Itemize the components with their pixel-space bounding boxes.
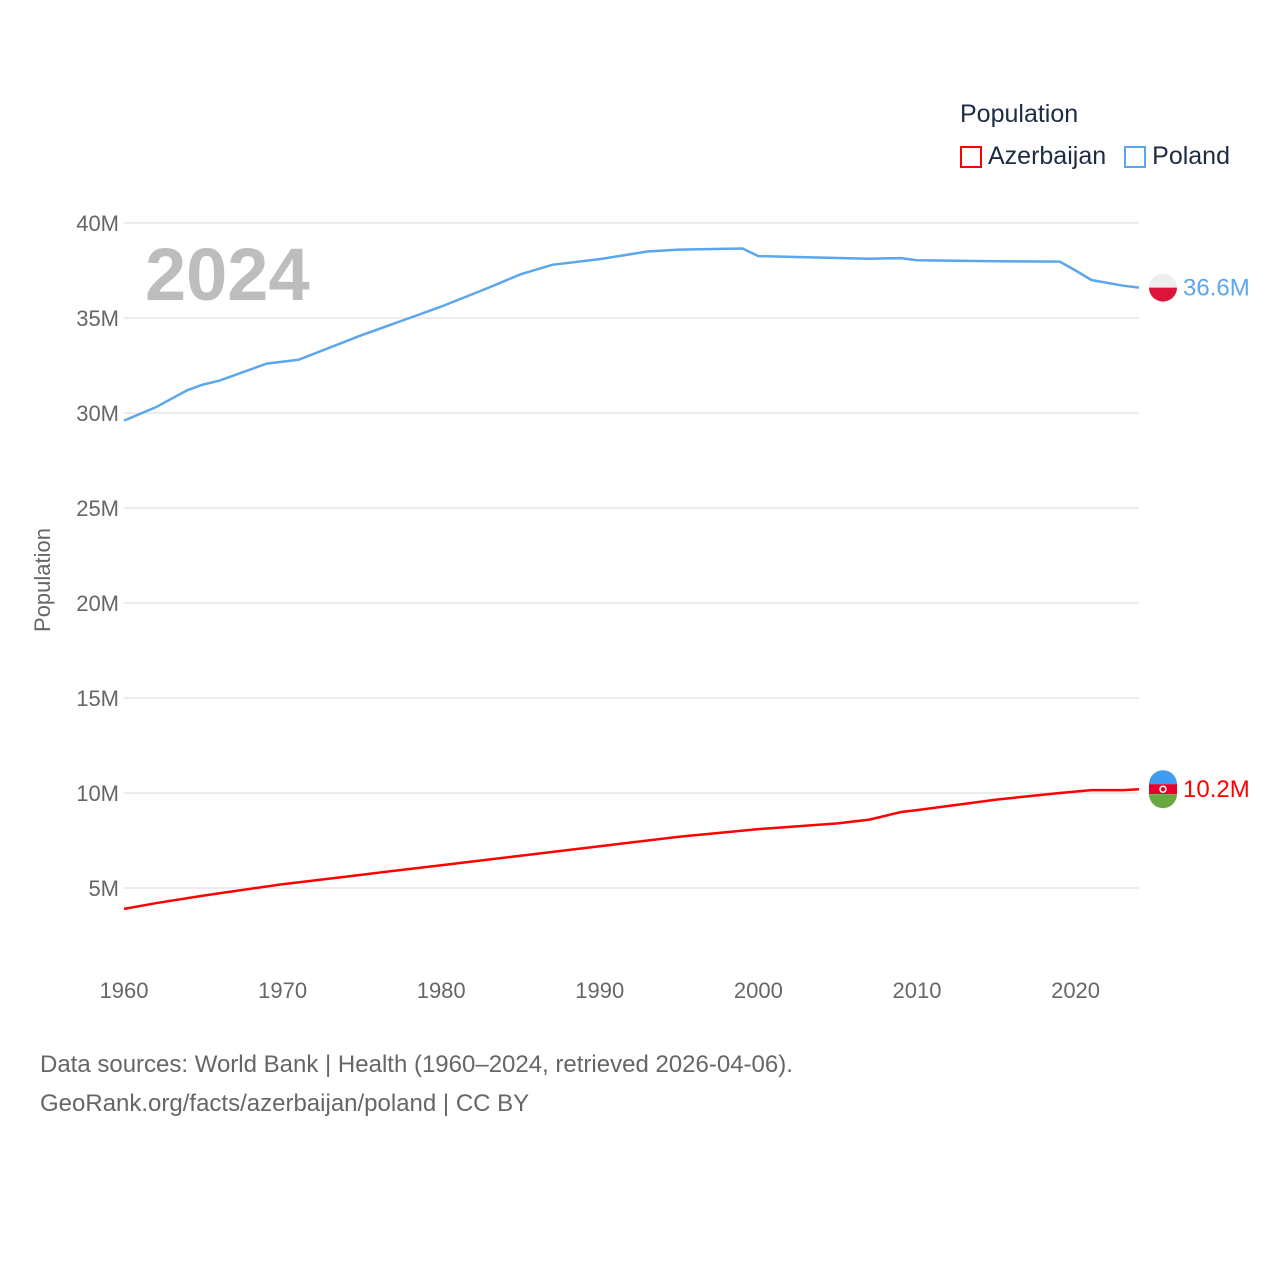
source-line-2[interactable]: GeoRank.org/facts/azerbaijan/poland | CC… <box>40 1090 530 1117</box>
y-tick-label: 10M <box>76 781 119 806</box>
y-axis-label: Population <box>30 528 55 632</box>
legend: Azerbaijan Poland <box>960 142 1230 171</box>
x-tick-label: 1990 <box>575 978 624 1003</box>
poland-flag-icon <box>1149 287 1178 302</box>
x-tick-label: 2020 <box>1051 978 1100 1003</box>
end-value-label: 10.2M <box>1183 776 1250 803</box>
x-tick-label: 1960 <box>100 978 149 1003</box>
y-tick-label: 40M <box>76 211 119 236</box>
legend-swatch <box>960 145 982 168</box>
legend-label: Azerbaijan <box>988 142 1107 170</box>
azerbaijan-flag-icon <box>1159 785 1167 793</box>
azerbaijan-flag-icon <box>1149 794 1178 809</box>
x-tick-label: 2010 <box>892 978 941 1003</box>
y-tick-label: 35M <box>76 306 119 331</box>
y-tick-label: 30M <box>76 401 119 426</box>
x-tick-label: 1970 <box>258 978 307 1003</box>
azerbaijan-flag-icon <box>1149 770 1178 785</box>
year-label: 2024 <box>145 233 310 316</box>
legend-label: Poland <box>1152 142 1230 170</box>
legend-item-azerbaijan[interactable]: Azerbaijan <box>960 142 1106 171</box>
azerbaijan-flag-icon <box>1149 784 1177 795</box>
end-value-label: 36.6M <box>1183 275 1250 302</box>
y-tick-label: 15M <box>76 686 119 711</box>
source-line-1: Data sources: World Bank | Health (1960–… <box>40 1051 793 1078</box>
legend-item-poland[interactable]: Poland <box>1124 142 1230 171</box>
x-tick-label: 2000 <box>734 978 783 1003</box>
y-tick-label: 25M <box>76 496 119 521</box>
series-line-azerbaijan <box>123 787 1140 911</box>
x-tick-label: 1980 <box>417 978 466 1003</box>
source-note: Data sources: World Bank | Health (1960–… <box>40 1045 793 1123</box>
series-line-poland <box>123 247 1140 422</box>
y-tick-label: 20M <box>76 591 119 616</box>
y-tick-label: 5M <box>88 876 119 901</box>
legend-title: Population <box>960 100 1079 128</box>
legend-swatch <box>1124 145 1147 168</box>
